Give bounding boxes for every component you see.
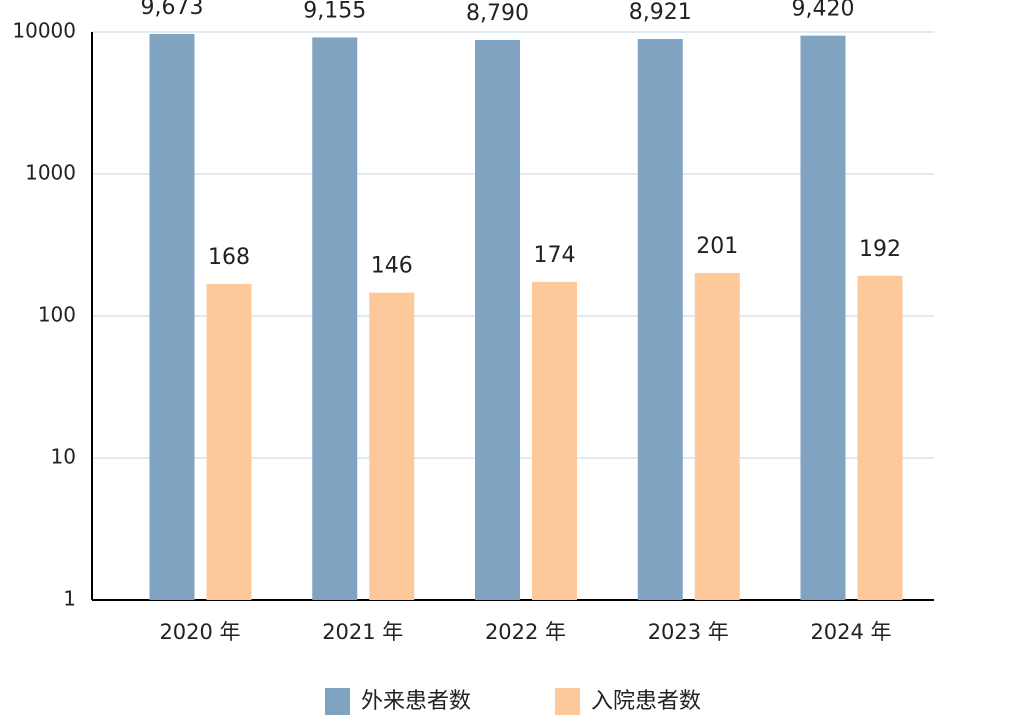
value-label: 201: [696, 234, 738, 259]
bar: [312, 37, 358, 600]
bar: [475, 39, 520, 601]
bar: [149, 34, 195, 601]
bar: [694, 272, 740, 600]
value-label: 146: [371, 254, 413, 279]
bar: [800, 35, 846, 601]
value-label: 168: [208, 245, 250, 270]
legend-swatch: [325, 688, 350, 715]
y-tick-label: 100: [38, 303, 76, 327]
value-label: 9,420: [792, 0, 855, 22]
x-tick-label: 2022 年: [485, 620, 566, 644]
value-label: 174: [534, 243, 576, 268]
bar: [206, 284, 252, 600]
bar: [369, 292, 415, 600]
legend-swatch: [555, 688, 580, 715]
bar: [532, 281, 577, 600]
x-tick-label: 2023 年: [648, 620, 729, 644]
bar: [637, 39, 683, 601]
x-tick-label: 2020 年: [159, 620, 240, 644]
value-label: 192: [859, 237, 901, 262]
y-tick-label: 1: [63, 587, 76, 611]
legend-label: 外来患者数: [361, 689, 471, 714]
bar: [857, 275, 903, 600]
value-label: 8,921: [629, 0, 692, 25]
y-tick-label: 10: [51, 445, 76, 469]
y-tick-label: 10000: [12, 19, 76, 43]
value-label: 9,155: [303, 0, 366, 23]
value-label: 8,790: [466, 1, 529, 26]
value-label: 9,673: [141, 0, 204, 20]
x-tick-label: 2021 年: [322, 620, 403, 644]
x-tick-label: 2024 年: [810, 620, 891, 644]
y-tick-label: 1000: [25, 161, 76, 185]
legend-label: 入院患者数: [591, 689, 701, 714]
